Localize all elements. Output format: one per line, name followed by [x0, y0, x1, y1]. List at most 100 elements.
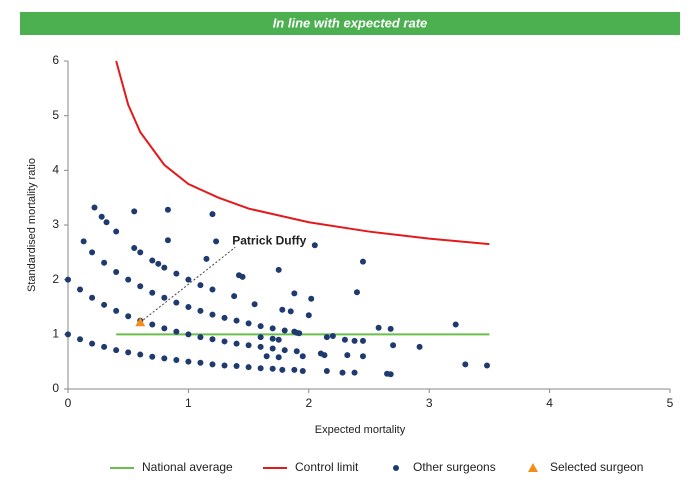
surgeon-point: [351, 337, 358, 344]
y-tick-label: 1: [52, 327, 59, 341]
surgeon-point: [161, 355, 168, 362]
chart-title: In line with expected rate: [273, 15, 428, 30]
surgeon-point: [209, 361, 216, 368]
surgeon-point: [279, 366, 286, 373]
surgeon-point: [233, 340, 240, 347]
surgeon-point: [209, 286, 216, 293]
surgeon-point: [185, 358, 192, 365]
surgeon-point: [416, 343, 423, 350]
surgeon-point: [299, 353, 306, 360]
surgeon-point: [299, 367, 306, 374]
surgeon-point: [89, 249, 96, 256]
surgeon-point: [353, 289, 360, 296]
surgeon-point: [483, 362, 490, 369]
surgeon-point: [113, 347, 120, 354]
surgeon-point: [269, 345, 276, 352]
surgeon-point: [161, 264, 168, 271]
y-tick-label: 6: [52, 53, 59, 67]
surgeon-point: [65, 331, 71, 338]
surgeon-point: [323, 367, 330, 374]
surgeon-point: [125, 349, 132, 356]
surgeon-point: [101, 259, 108, 266]
surgeon-point: [164, 237, 171, 244]
surgeon-point: [137, 283, 144, 290]
surgeon-point: [323, 334, 330, 341]
surgeon-point: [131, 244, 138, 251]
surgeon-point: [387, 371, 394, 378]
surgeon-point: [197, 334, 204, 341]
legend-label: Other surgeons: [413, 460, 496, 474]
surgeon-point: [149, 353, 156, 360]
surgeon-point: [251, 301, 258, 308]
surgeon-point: [387, 325, 394, 332]
legend-label: Control limit: [295, 460, 359, 474]
surgeon-point: [185, 304, 192, 310]
surgeon-point: [221, 362, 228, 369]
surgeon-point: [245, 320, 252, 327]
surgeon-point: [269, 365, 276, 372]
surgeon-point: [257, 334, 264, 341]
surgeon-point: [390, 342, 397, 349]
surgeon-point: [291, 328, 298, 335]
surgeon-point: [209, 311, 216, 318]
surgeon-point: [149, 321, 156, 328]
surgeon-point: [197, 282, 204, 289]
surgeon-point: [305, 312, 312, 319]
surgeon-point: [279, 306, 286, 313]
surgeon-point: [257, 343, 264, 350]
y-tick-label: 2: [52, 272, 59, 286]
surgeon-point: [113, 307, 120, 314]
legend-marker: [528, 463, 538, 472]
x-tick-label: 2: [305, 396, 312, 410]
surgeon-point: [375, 324, 382, 331]
surgeon-point: [311, 242, 318, 249]
surgeon-point: [125, 276, 132, 283]
surgeon-point: [221, 314, 228, 321]
x-tick-label: 3: [426, 396, 433, 410]
x-axis-label: Expected mortality: [315, 424, 406, 436]
legend-label: National average: [142, 460, 233, 474]
surgeon-point: [101, 301, 108, 308]
surgeon-point: [245, 364, 252, 371]
surgeon-point: [239, 273, 246, 280]
surgeon-point: [287, 308, 294, 315]
surgeon-point: [275, 336, 282, 343]
surgeon-point: [161, 294, 168, 301]
surgeon-point: [77, 336, 84, 343]
x-tick-label: 4: [546, 396, 553, 410]
surgeon-point: [293, 348, 300, 355]
surgeon-point: [452, 321, 459, 328]
surgeon-point: [173, 299, 180, 306]
surgeon-point: [213, 238, 220, 245]
surgeon-point: [155, 260, 162, 267]
surgeon-point: [257, 365, 264, 372]
surgeon-point: [308, 295, 315, 302]
surgeon-point: [65, 276, 71, 283]
surgeon-point: [269, 335, 276, 342]
surgeon-point: [291, 290, 298, 297]
surgeon-point: [164, 206, 171, 213]
surgeon-point: [125, 313, 132, 320]
series-line: [115, 60, 490, 246]
x-tick-label: 1: [185, 396, 192, 410]
surgeon-point: [359, 353, 366, 360]
surgeon-point: [344, 352, 351, 359]
surgeon-point: [275, 266, 282, 273]
surgeon-point: [209, 336, 216, 343]
surgeon-point: [329, 332, 336, 339]
surgeon-point: [197, 307, 204, 314]
surgeon-point: [275, 354, 282, 361]
surgeon-point: [113, 228, 120, 235]
surgeon-point: [351, 369, 358, 376]
surgeon-point: [131, 208, 138, 215]
surgeon-point: [269, 325, 276, 332]
surgeon-point: [245, 342, 252, 349]
surgeon-point: [281, 347, 288, 354]
surgeon-point: [281, 327, 288, 334]
surgeon-point: [103, 219, 110, 226]
surgeon-point: [91, 204, 98, 211]
surgeon-point: [462, 361, 469, 368]
y-tick-label: 5: [52, 108, 59, 122]
title-banner: [20, 12, 680, 35]
